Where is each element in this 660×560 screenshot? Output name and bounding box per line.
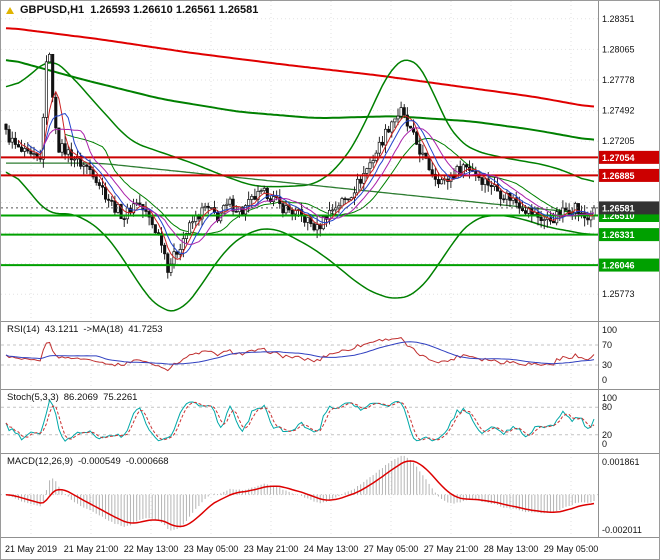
time-axis: 21 May 2019 21 May 21:00 22 May 13:00 23 Ma… bbox=[5, 544, 598, 554]
svg-text:0.001861: 0.001861 bbox=[602, 457, 640, 467]
bid-price-label: 1.26581 bbox=[599, 201, 659, 215]
svg-text:1.26581: 1.26581 bbox=[602, 203, 635, 213]
price-tick-label: 1.28351 bbox=[602, 14, 635, 24]
ma_fast_magenta bbox=[42, 127, 595, 245]
svg-text:1.26046: 1.26046 bbox=[602, 261, 635, 271]
x-axis-label: 23 May 05:00 bbox=[184, 544, 239, 554]
svg-text:1.26510: 1.26510 bbox=[602, 211, 635, 221]
x-axis-label: 24 May 13:00 bbox=[304, 544, 359, 554]
slow_ma_green bbox=[5, 59, 595, 141]
svg-text:20: 20 bbox=[602, 430, 612, 440]
x-axis-label: 29 May 05:00 bbox=[544, 544, 599, 554]
x-axis-label: 22 May 13:00 bbox=[124, 544, 179, 554]
x-axis-label: 27 May 21:00 bbox=[424, 544, 479, 554]
ma_fast_blue bbox=[27, 113, 595, 255]
svg-text:0: 0 bbox=[602, 375, 607, 385]
rsi-pane: 100 70 30 0 bbox=[1, 325, 617, 385]
x-axis-label: 28 May 13:00 bbox=[484, 544, 539, 554]
svg-text:1.26885: 1.26885 bbox=[602, 171, 635, 181]
main-chart-area[interactable] bbox=[1, 1, 598, 321]
rsi-ma-line bbox=[5, 341, 595, 365]
bb_upper bbox=[5, 59, 595, 188]
svg-text:1.26331: 1.26331 bbox=[602, 230, 635, 240]
svg-text:100: 100 bbox=[602, 325, 617, 335]
level-price-label: 1.26885 bbox=[599, 168, 659, 182]
svg-text:80: 80 bbox=[602, 402, 612, 412]
svg-text:1.27054: 1.27054 bbox=[602, 153, 635, 163]
price-tick-label: 1.25773 bbox=[602, 289, 635, 299]
svg-text:30: 30 bbox=[602, 360, 612, 370]
rsi-line bbox=[5, 337, 595, 372]
macd-pane: 0.001861 -0.002011 bbox=[1, 455, 642, 535]
svg-text:0: 0 bbox=[602, 439, 607, 449]
stoch-k-line bbox=[5, 398, 595, 442]
stoch-pane-area[interactable] bbox=[1, 390, 598, 453]
price-tick-label: 1.27492 bbox=[602, 106, 635, 116]
stochastic-pane: 10080 200 bbox=[1, 393, 617, 449]
price-tick-label: 1.27778 bbox=[602, 75, 635, 85]
price-axis: 1.28351 1.28065 1.27778 1.27492 1.27205 1.257… bbox=[599, 14, 659, 299]
support-resistance-levels[interactable] bbox=[1, 156, 598, 267]
svg-text:100: 100 bbox=[602, 393, 617, 403]
time-axis-area[interactable] bbox=[1, 538, 660, 560]
pane-separators bbox=[1, 1, 659, 538]
rsi-pane-area[interactable] bbox=[1, 322, 598, 389]
x-axis-label: 23 May 21:00 bbox=[244, 544, 299, 554]
level-price-label: 1.26046 bbox=[599, 258, 659, 272]
level-price-label: 1.26331 bbox=[599, 228, 659, 242]
grid-lines bbox=[1, 1, 598, 537]
svg-text:-0.002011: -0.002011 bbox=[602, 525, 642, 535]
ma_fast_red bbox=[17, 90, 595, 260]
price-tick-label: 1.27205 bbox=[602, 136, 635, 146]
fast-ma-lines bbox=[17, 90, 595, 260]
macd-pane-area[interactable] bbox=[1, 454, 598, 537]
price-axis-area[interactable] bbox=[598, 1, 660, 537]
x-axis-label: 21 May 21:00 bbox=[64, 544, 119, 554]
trend_ma_red bbox=[5, 27, 595, 108]
trendline bbox=[6, 162, 595, 215]
macd-signal-line bbox=[5, 460, 595, 528]
level-price-label: 1.27054 bbox=[599, 150, 659, 164]
svg-text:70: 70 bbox=[602, 340, 612, 350]
price-tick-label: 1.28065 bbox=[602, 44, 635, 54]
x-axis-label: 27 May 05:00 bbox=[364, 544, 419, 554]
x-axis-label: 21 May 2019 bbox=[5, 544, 57, 554]
